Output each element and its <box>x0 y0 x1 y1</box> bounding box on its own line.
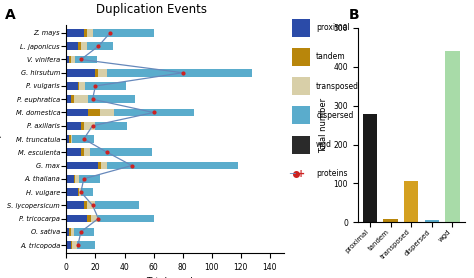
Bar <box>81 122 84 130</box>
Bar <box>95 122 128 130</box>
Bar <box>107 69 253 77</box>
Text: ─: ─ <box>289 169 295 179</box>
Bar <box>81 148 84 156</box>
X-axis label: Total number: Total number <box>146 277 205 278</box>
Bar <box>66 148 81 156</box>
Bar <box>66 29 84 37</box>
Bar <box>71 56 75 63</box>
Bar <box>88 108 100 116</box>
Bar <box>87 215 91 222</box>
Bar <box>71 241 72 249</box>
Bar <box>66 108 88 116</box>
Bar <box>66 69 95 77</box>
Text: +: + <box>297 169 305 179</box>
Bar <box>78 82 80 90</box>
Bar <box>90 148 152 156</box>
Bar <box>81 188 92 196</box>
Bar <box>363 114 377 222</box>
Bar <box>66 95 71 103</box>
Bar <box>66 228 69 236</box>
Text: B: B <box>348 8 359 22</box>
Bar <box>73 228 94 236</box>
Bar <box>85 82 126 90</box>
Bar <box>95 201 139 209</box>
Bar <box>107 162 238 170</box>
Bar <box>76 241 95 249</box>
Bar <box>98 69 107 77</box>
Bar <box>114 108 194 116</box>
Bar <box>383 219 398 222</box>
Bar <box>84 201 87 209</box>
Bar <box>84 122 95 130</box>
Bar <box>73 175 75 183</box>
Bar <box>87 201 95 209</box>
Bar <box>69 228 71 236</box>
Bar <box>71 135 72 143</box>
Text: tandem: tandem <box>316 53 346 61</box>
Y-axis label: Total number: Total number <box>319 98 328 153</box>
Bar <box>91 215 98 222</box>
Bar <box>72 241 76 249</box>
Text: wgd: wgd <box>316 140 332 149</box>
Bar <box>66 201 84 209</box>
Text: proteins: proteins <box>316 169 347 178</box>
Bar <box>69 56 71 63</box>
Bar <box>81 42 87 50</box>
Bar <box>66 135 69 143</box>
Bar <box>445 51 460 222</box>
Bar <box>66 175 73 183</box>
Bar <box>78 42 81 50</box>
Bar <box>69 135 71 143</box>
Bar <box>66 42 78 50</box>
Bar <box>87 29 92 37</box>
Bar <box>88 95 135 103</box>
Bar <box>425 220 439 222</box>
Text: proximal: proximal <box>316 23 350 32</box>
Text: dispersed: dispersed <box>316 111 354 120</box>
Bar <box>80 175 100 183</box>
Bar <box>66 162 98 170</box>
Text: Duplication Events: Duplication Events <box>96 3 207 16</box>
Bar <box>75 175 80 183</box>
Text: A: A <box>5 8 16 22</box>
Y-axis label: Plant Species: Plant Species <box>0 109 2 169</box>
Bar <box>84 29 87 37</box>
Bar <box>73 95 88 103</box>
Bar <box>80 188 81 196</box>
Bar <box>100 108 114 116</box>
Bar <box>404 181 419 222</box>
Bar <box>66 82 78 90</box>
Bar <box>92 29 154 37</box>
Bar <box>80 82 85 90</box>
Bar <box>71 228 73 236</box>
Bar <box>66 188 78 196</box>
Bar <box>84 148 90 156</box>
Bar <box>66 56 69 63</box>
Text: transposed: transposed <box>316 82 359 91</box>
Bar <box>87 42 113 50</box>
Bar <box>71 95 73 103</box>
Bar <box>101 162 107 170</box>
Bar <box>98 162 101 170</box>
Bar <box>95 69 98 77</box>
Bar <box>66 241 71 249</box>
Bar <box>98 215 154 222</box>
Bar <box>72 135 94 143</box>
Bar <box>78 188 80 196</box>
Bar <box>66 215 87 222</box>
Bar <box>75 56 97 63</box>
Bar <box>66 122 81 130</box>
